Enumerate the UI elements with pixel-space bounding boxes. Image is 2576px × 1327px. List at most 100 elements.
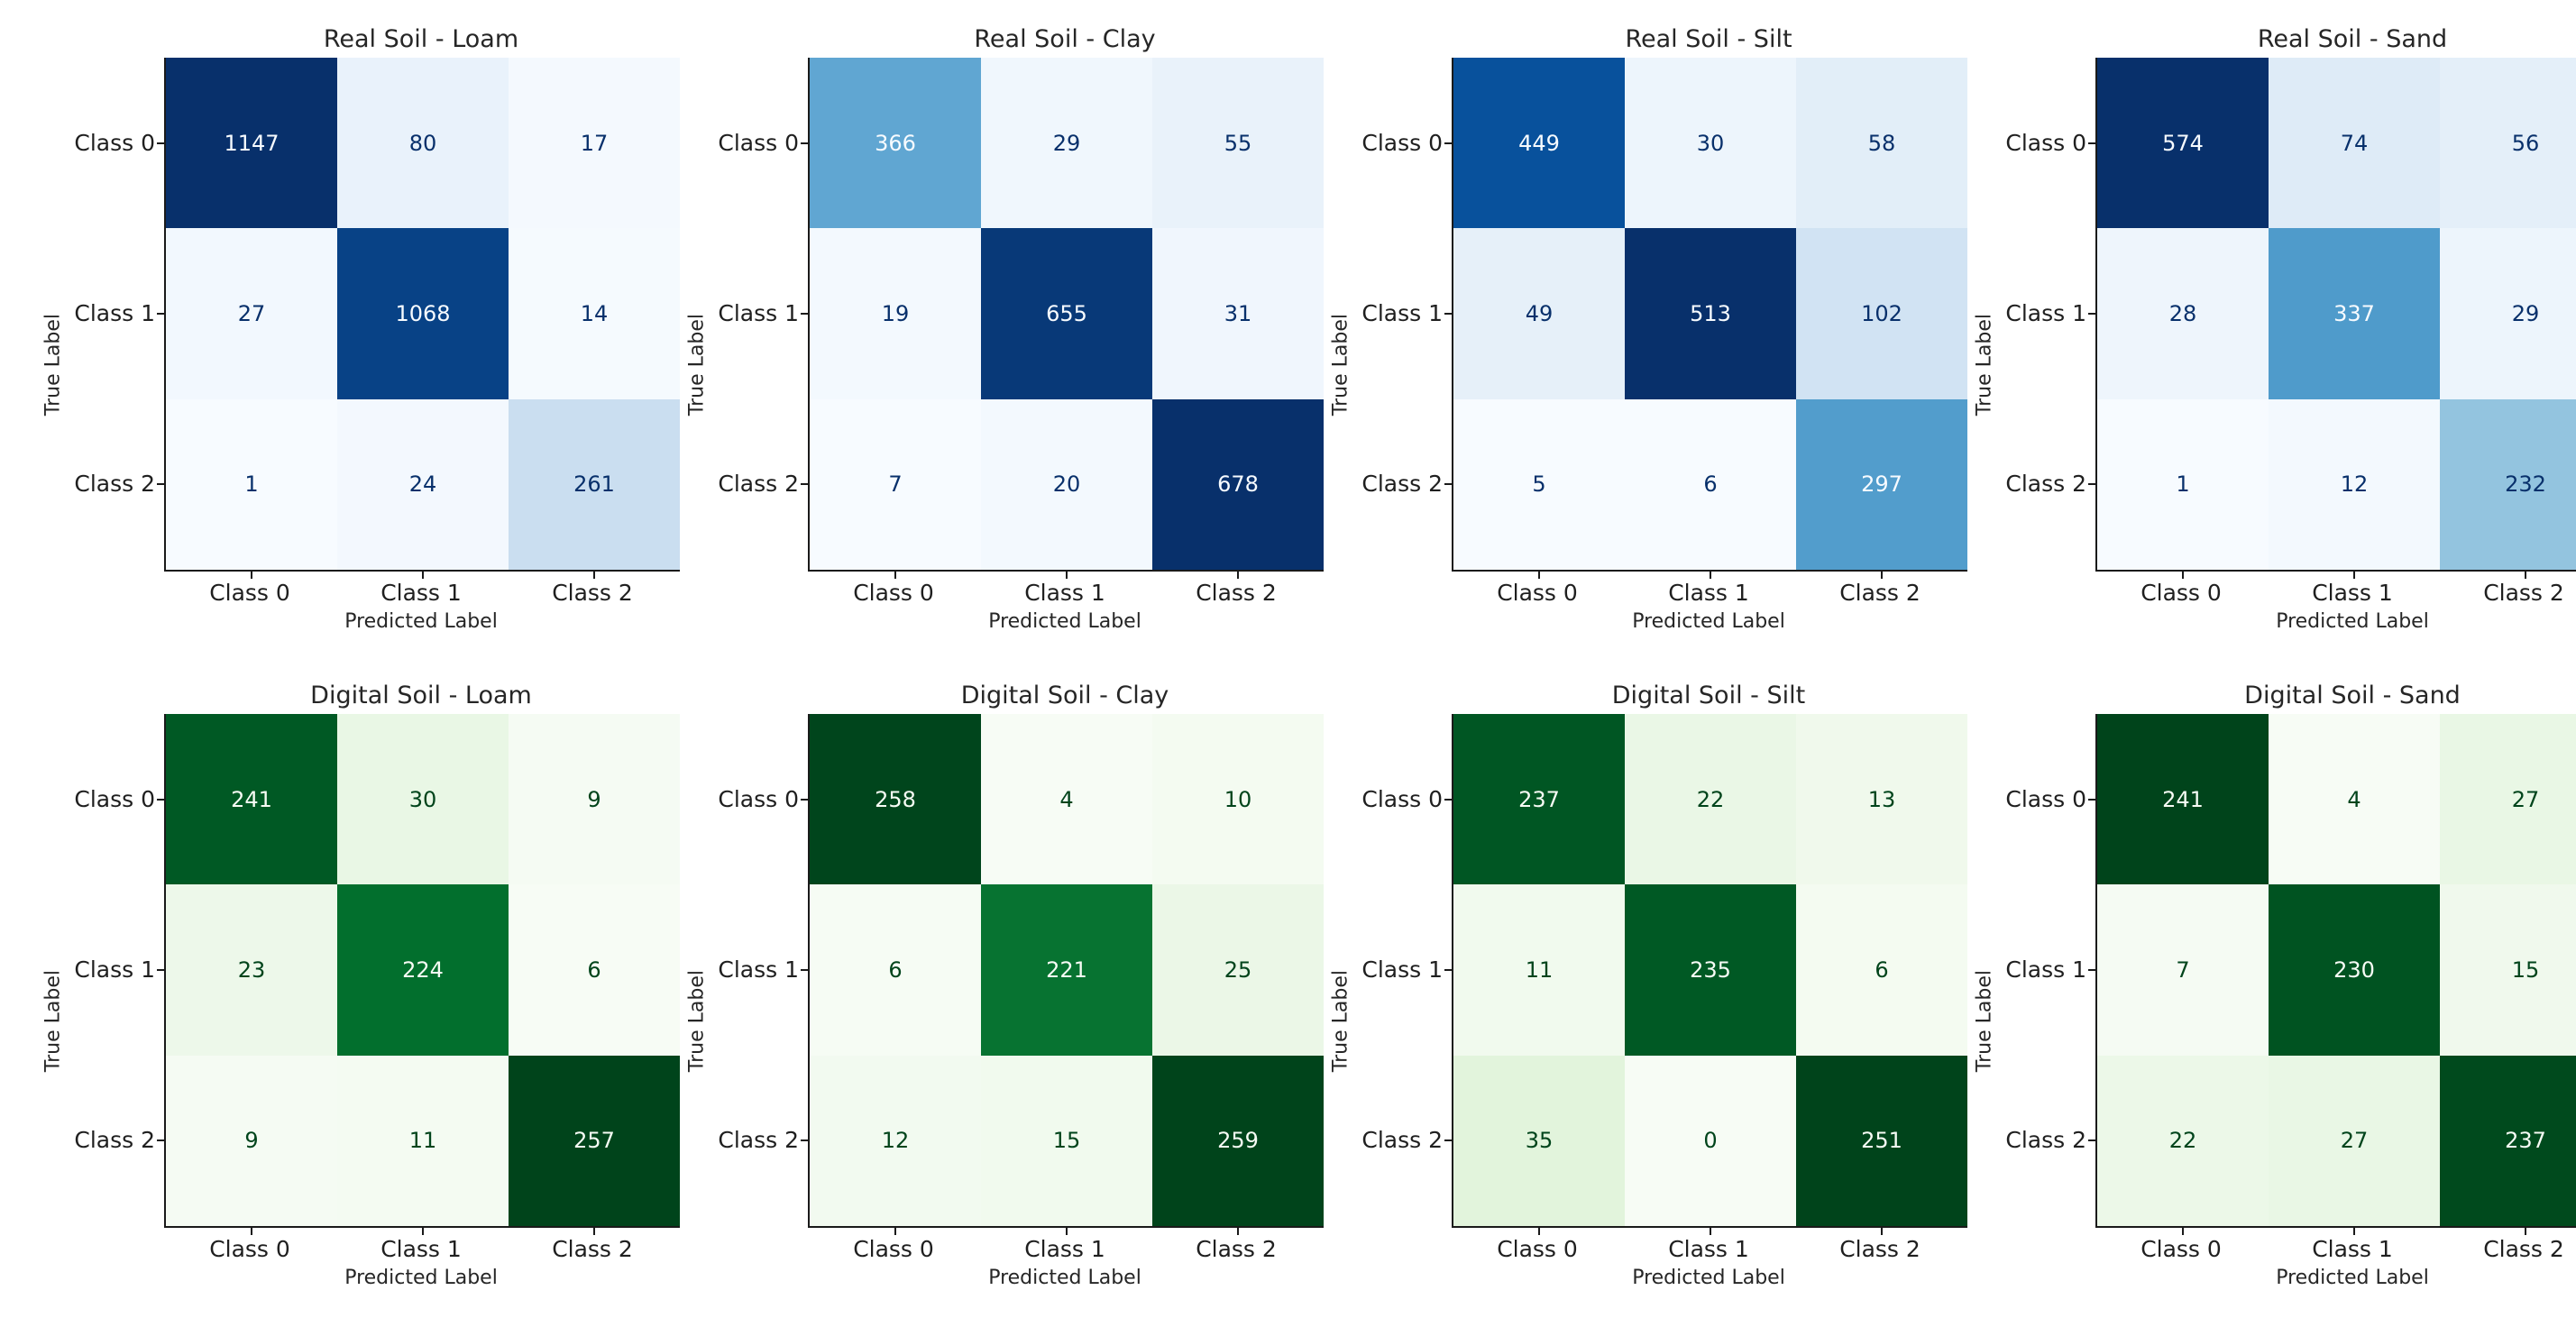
subplot-digital-soil-sand: Digital Soil - Sand True Label Class 0 C… [1967,671,2576,1327]
x-tick-mark [1710,1228,1711,1235]
subplot-real-soil-clay: Real Soil - Clay True Label Class 0 Clas… [680,14,1324,671]
y-tick-mark [1444,142,1452,144]
y-tick-mark [801,969,808,971]
y-tick-label: Class 0 [718,130,799,156]
matrix-cell: 14 [509,228,680,399]
plot-title: Real Soil - Silt [1625,25,1792,53]
matrix-cell: 31 [1152,228,1324,399]
y-tick-label: Class 2 [2005,1127,2086,1153]
x-tick-mark [422,572,424,579]
plot-title: Real Soil - Loam [323,25,519,53]
x-tick-mark [894,1228,896,1235]
matrix-cell: 11 [337,1055,509,1226]
y-tick-label: Class 1 [718,956,799,983]
subplot-real-soil-loam: Real Soil - Loam True Label Class 0 Clas… [36,14,680,671]
y-axis-label-text: True Label [685,313,708,416]
x-tick-mark [251,1228,252,1235]
y-tick-label: Class 0 [1361,786,1443,812]
x-axis-label: Predicted Label [344,1267,498,1289]
x-tick-mark [2353,572,2355,579]
x-tick-mark [1538,1228,1540,1235]
y-axis-label-text: True Label [685,969,708,1073]
x-tick-labels: Class 0 Class 1 Class 2 [808,1235,1322,1264]
matrix-cell: 1 [2097,398,2269,570]
y-tick-label: Class 0 [2005,130,2086,156]
x-tick-mark [2525,572,2526,579]
matrix-cell: 678 [1152,398,1324,570]
y-axis-label-text: True Label [1329,313,1352,416]
x-tick-labels: Class 0 Class 1 Class 2 [808,579,1322,608]
matrix-cell: 12 [2269,398,2440,570]
y-tick-labels: Class 0 Class 1 Class 2 [69,714,155,1226]
x-tick-label: Class 1 [2312,1236,2393,1262]
x-tick-label: Class 2 [2483,1236,2564,1262]
x-tick-mark [894,572,896,579]
y-tick-label: Class 2 [74,471,155,497]
matrix-cell: 12 [810,1055,981,1226]
x-tick-label: Class 1 [1024,580,1105,606]
x-tick-mark [593,572,595,579]
y-tick-mark [1444,969,1452,971]
matrix-cell: 24 [337,398,509,570]
y-tick-label: Class 1 [718,300,799,326]
y-tick-label: Class 1 [2005,300,2086,326]
x-tick-label: Class 0 [853,580,934,606]
matrix-cell: 22 [1625,714,1796,885]
y-tick-mark [1444,1139,1452,1141]
y-tick-label: Class 2 [718,471,799,497]
x-tick-mark [422,1228,424,1235]
y-tick-labels: Class 0 Class 1 Class 2 [69,58,155,570]
x-tick-mark [1881,572,1883,579]
heatmap-grid: 366 29 55 19 655 31 7 20 678 [801,58,1324,579]
heatmap-grid: 241 4 27 7 230 15 22 27 237 [2088,714,2576,1235]
y-tick-labels: Class 0 Class 1 Class 2 [712,58,799,570]
y-tick-mark [2088,483,2095,485]
matrix-cell: 23 [166,884,337,1056]
matrix-cell: 11 [1453,884,1625,1056]
x-tick-label: Class 2 [2483,580,2564,606]
matrix-cell: 17 [509,58,680,229]
x-tick-mark [1881,1228,1883,1235]
y-tick-mark [157,1139,164,1141]
plot-title: Digital Soil - Loam [310,682,532,709]
y-tick-label: Class 0 [2005,786,2086,812]
matrix-cell: 30 [1625,58,1796,229]
y-tick-label: Class 2 [1361,471,1443,497]
y-tick-mark [801,142,808,144]
x-tick-mark [593,1228,595,1235]
plot-title: Digital Soil - Silt [1611,682,1806,709]
matrix-cell: 27 [166,228,337,399]
matrix-cell: 30 [337,714,509,885]
matrix-cell: 29 [981,58,1152,229]
x-tick-mark [2182,1228,2184,1235]
x-tick-mark [1066,572,1068,579]
y-tick-label: Class 1 [2005,956,2086,983]
y-tick-label: Class 0 [1361,130,1443,156]
matrix-cell: 1 [166,398,337,570]
matrix-cell: 221 [981,884,1152,1056]
matrix-cell: 235 [1625,884,1796,1056]
matrix-cell: 35 [1453,1055,1625,1226]
x-tick-mark [2353,1228,2355,1235]
matrix-cell: 258 [810,714,981,885]
y-axis-label-text: True Label [41,969,64,1073]
y-axis-label-text: True Label [1329,969,1352,1073]
x-axis-label: Predicted Label [1632,1267,1785,1289]
subplot-digital-soil-loam: Digital Soil - Loam True Label Class 0 C… [36,671,680,1327]
y-tick-mark [2088,1139,2095,1141]
y-tick-label: Class 0 [74,130,155,156]
matrix-cell: 297 [1796,398,1967,570]
y-tick-label: Class 2 [718,1127,799,1153]
matrix-cell: 9 [166,1055,337,1226]
matrix-cell: 1147 [166,58,337,229]
x-axis-label: Predicted Label [988,1267,1141,1289]
matrix-cell: 513 [1625,228,1796,399]
x-tick-label: Class 2 [552,1236,633,1262]
matrix-cell: 259 [1152,1055,1324,1226]
y-tick-label: Class 1 [74,300,155,326]
x-tick-mark [1710,572,1711,579]
matrix-cell: 237 [2440,1055,2576,1226]
y-tick-mark [1444,483,1452,485]
matrix-cell: 237 [1453,714,1625,885]
